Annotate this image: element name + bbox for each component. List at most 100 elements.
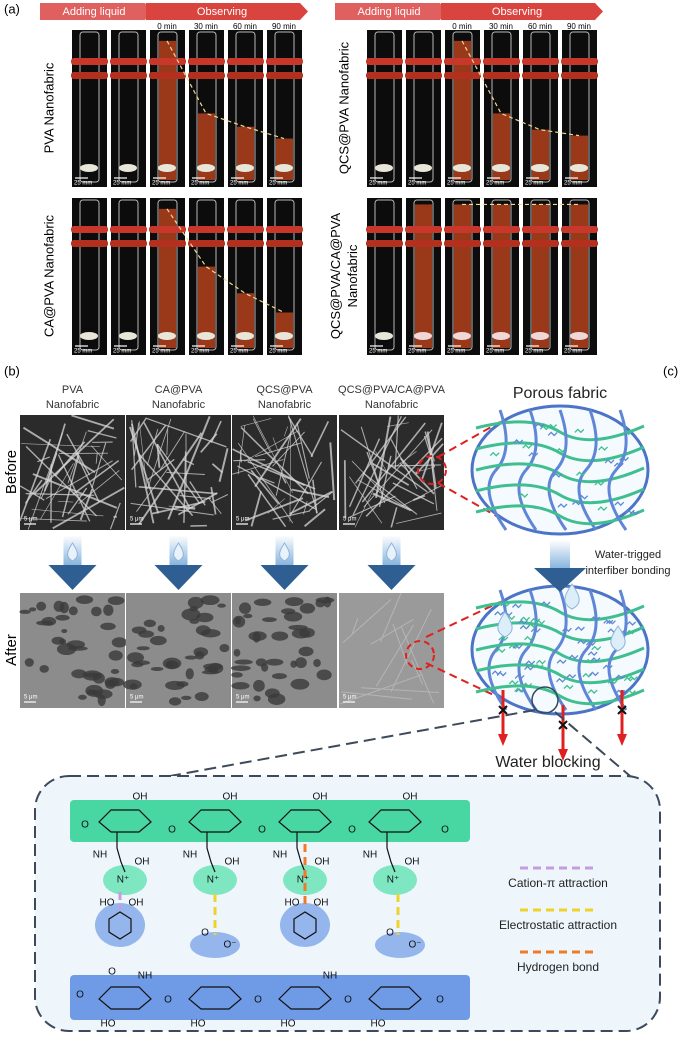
- pore: [291, 679, 310, 690]
- pore: [239, 602, 251, 613]
- pore: [234, 649, 241, 657]
- scale-label: 25 mm: [113, 181, 131, 187]
- clamp: [266, 240, 303, 247]
- pore: [313, 659, 321, 667]
- pore: [201, 595, 220, 605]
- atom-label: NH: [183, 850, 197, 861]
- clamp: [522, 58, 559, 65]
- pore: [253, 680, 265, 692]
- pore: [243, 614, 252, 618]
- fabric: [158, 164, 176, 172]
- clamp: [188, 240, 225, 247]
- atom-label: O: [386, 928, 394, 939]
- clamp: [110, 226, 147, 233]
- pore: [55, 615, 69, 621]
- clamp: [483, 72, 520, 79]
- atom-label: OH: [403, 792, 418, 803]
- pore: [231, 672, 243, 677]
- scale-label: 5 μm: [24, 517, 37, 523]
- pore: [323, 597, 331, 608]
- atom-label: OH: [133, 792, 148, 803]
- clamp: [149, 58, 186, 65]
- time-label: 30 min: [194, 22, 218, 31]
- clamp: [522, 72, 559, 79]
- fabric: [570, 164, 588, 172]
- atom-label: O: [81, 820, 89, 831]
- tube-photo: [367, 198, 402, 355]
- atom-label: O: [254, 995, 262, 1006]
- scale-label: 25 mm: [74, 349, 92, 355]
- scale-label: 5 μm: [24, 695, 37, 701]
- tube-photo: [111, 30, 146, 187]
- scale-label: 25 mm: [564, 349, 582, 355]
- step-label: Observing: [492, 6, 542, 18]
- scale-label: 25 mm: [447, 181, 465, 187]
- scale-label: 25 mm: [369, 181, 387, 187]
- chain-band: [70, 800, 470, 842]
- atom-label: N⁺: [207, 875, 220, 886]
- pore: [108, 596, 125, 605]
- pore: [85, 673, 99, 678]
- scale-label: 25 mm: [113, 349, 131, 355]
- time-label: 90 min: [567, 22, 591, 31]
- clamp: [405, 58, 442, 65]
- clamp: [71, 58, 108, 65]
- atom-label: O: [348, 825, 356, 836]
- clamp: [522, 226, 559, 233]
- liquid: [532, 204, 549, 348]
- atom-label: N⁺: [117, 875, 130, 886]
- scale-label: 25 mm: [408, 181, 426, 187]
- step-label: Adding liquid: [358, 6, 421, 18]
- liquid: [237, 127, 254, 180]
- pore: [256, 658, 267, 666]
- fabric: [236, 332, 254, 340]
- pore: [19, 610, 31, 614]
- arrow-head: [49, 565, 97, 590]
- atom-label: HO: [371, 1019, 386, 1030]
- pore: [25, 658, 34, 667]
- scale-label: 25 mm: [230, 349, 248, 355]
- clamp: [366, 72, 403, 79]
- pore: [54, 601, 65, 612]
- pore: [61, 629, 67, 633]
- legend-label: Electrostatic attraction: [499, 918, 617, 932]
- clamp: [483, 58, 520, 65]
- clamp: [444, 72, 481, 79]
- atom-label: NH: [363, 850, 377, 861]
- atom-label: HO: [285, 898, 300, 909]
- pore: [290, 660, 296, 667]
- pore: [201, 629, 221, 637]
- arrow-head: [368, 565, 416, 590]
- clamp: [149, 72, 186, 79]
- arrow-head: [155, 565, 203, 590]
- pore: [317, 670, 332, 681]
- atom-label: N⁺: [387, 875, 400, 886]
- scale-label: 5 μm: [130, 517, 143, 523]
- tube-photo: [406, 30, 441, 187]
- clamp: [227, 72, 264, 79]
- time-label: 30 min: [489, 22, 513, 31]
- atom-label: HO: [191, 1019, 206, 1030]
- pore: [131, 662, 143, 667]
- scale-label: 5 μm: [236, 517, 249, 523]
- scale-label: 5 μm: [343, 695, 356, 701]
- zoom-line: [170, 710, 535, 776]
- pore: [300, 603, 315, 613]
- row-label: Before: [3, 450, 20, 494]
- column-label: Nanofabric: [365, 399, 419, 411]
- atom-label: OH: [135, 857, 150, 868]
- clamp: [561, 240, 598, 247]
- pore: [272, 673, 287, 679]
- pore: [169, 697, 181, 705]
- fabric: [453, 332, 471, 340]
- tube-photo: [72, 30, 107, 187]
- pore: [219, 644, 229, 652]
- process-label: interfiber bonding: [585, 565, 670, 577]
- legend-label: Hydrogen bond: [517, 960, 599, 974]
- atom-label: N⁺: [297, 875, 310, 886]
- pore: [36, 602, 46, 611]
- scale-label: 5 μm: [236, 695, 249, 701]
- pore: [112, 637, 127, 647]
- sem-image: [126, 593, 231, 708]
- tube-photo: [367, 30, 402, 187]
